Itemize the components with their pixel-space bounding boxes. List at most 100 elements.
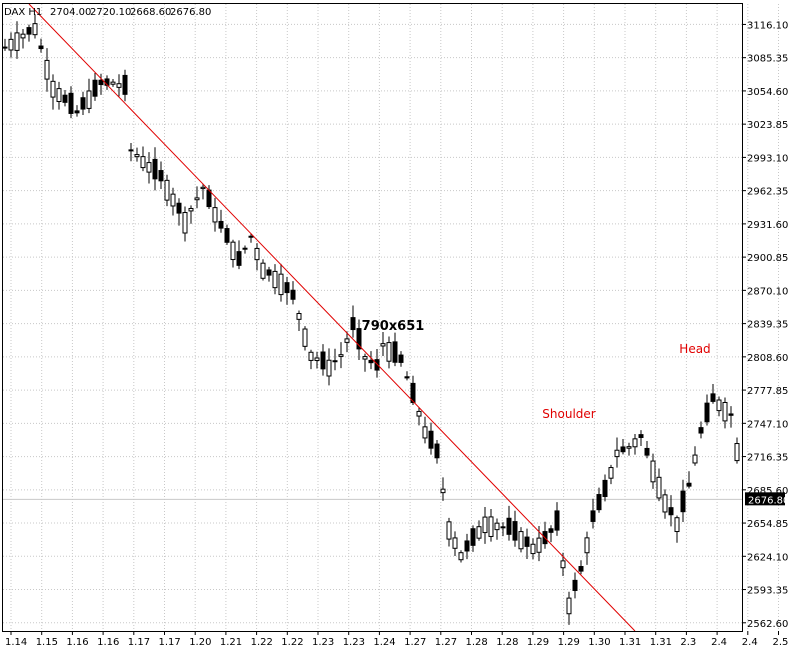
candle-body	[212, 207, 218, 223]
candle-body	[560, 560, 566, 569]
candle-body	[644, 447, 650, 456]
candle-body	[584, 537, 590, 554]
candle-body	[410, 382, 416, 403]
candle-body	[182, 212, 188, 234]
candle-body	[626, 446, 632, 449]
x-tick-label: 1.15	[36, 637, 58, 648]
candle-body	[554, 510, 560, 531]
candle-body	[428, 430, 434, 449]
candle-body	[716, 399, 722, 412]
candle-body	[374, 359, 380, 371]
candle-body	[206, 189, 212, 208]
candle-body	[698, 427, 704, 434]
candle-body	[500, 526, 506, 529]
x-tick-label: 1.21	[220, 637, 242, 648]
candle-body	[656, 476, 662, 499]
candle-body	[422, 426, 428, 439]
candle-body	[434, 443, 440, 459]
candle-body	[356, 328, 362, 350]
y-tick-label: 2562.60	[747, 619, 788, 630]
candle-body	[230, 241, 236, 261]
y-tick-label: 2839.35	[747, 320, 788, 331]
candle-body	[188, 207, 194, 212]
candle-body	[704, 402, 710, 423]
candle-body	[146, 162, 152, 173]
candle-body	[272, 270, 278, 289]
candle-body	[518, 531, 524, 550]
candle-body	[314, 357, 320, 362]
y-axis: 3116.10 3085.35 3054.60 3023.85 2993.10 2962.…	[742, 20, 788, 630]
y-tick-label: 2900.85	[747, 253, 788, 264]
candle-body	[134, 154, 140, 158]
annotations: ShoulderHeadShoulde	[542, 342, 710, 421]
x-tick-label: 1.30	[588, 637, 610, 648]
y-tick-label: 2993.10	[747, 153, 788, 164]
candle-body	[650, 460, 656, 483]
candle-body	[458, 552, 464, 561]
x-tick-label: 1.28	[466, 637, 488, 648]
candle-body	[80, 97, 86, 110]
candle-body	[386, 342, 392, 362]
candle-body	[380, 343, 386, 347]
candle-body	[260, 262, 266, 279]
candle-body	[524, 536, 530, 547]
low-value: 2668.60	[130, 7, 171, 18]
candle-body	[326, 359, 332, 377]
candle-body	[722, 401, 728, 422]
plot-border	[2, 3, 743, 632]
candle-body	[572, 579, 578, 591]
y-tick-label: 3085.35	[747, 54, 788, 65]
candle-body	[128, 149, 134, 152]
x-tick-label: 1.27	[435, 637, 457, 648]
candle-body	[686, 482, 692, 487]
candle-body	[26, 27, 32, 35]
candle-body	[578, 566, 584, 572]
candle-body	[638, 434, 644, 438]
candle-body	[68, 92, 74, 114]
candle-body	[512, 521, 518, 541]
candle-body	[14, 32, 20, 51]
candle-body	[734, 443, 740, 462]
y-tick-label: 2685.60	[747, 486, 788, 497]
x-tick-label: 1.20	[189, 637, 211, 648]
current-price-label: 2676.80	[748, 495, 789, 506]
candle-body	[254, 247, 260, 261]
y-tick-label: 3054.60	[747, 87, 788, 98]
candle-body	[56, 88, 62, 103]
candle-body	[236, 251, 242, 266]
candle-body	[8, 38, 14, 51]
candle-body	[494, 522, 500, 531]
candle-body	[728, 413, 734, 416]
candle-body	[152, 158, 158, 180]
x-tick-label: 1.29	[527, 637, 549, 648]
candle-body	[530, 543, 536, 555]
candle-body	[470, 528, 476, 546]
candle-body	[86, 90, 92, 109]
candle-body	[92, 79, 98, 97]
candle-body	[278, 273, 284, 296]
candle-body	[398, 354, 404, 363]
y-tick-label: 2716.35	[747, 453, 788, 464]
candle-body	[446, 521, 452, 540]
x-tick-label: 2.4	[742, 637, 758, 648]
candle-body	[674, 517, 680, 533]
x-tick-label: 1.14	[5, 637, 27, 648]
candle-body	[290, 289, 296, 300]
x-tick-label: 1.17	[159, 637, 181, 648]
x-tick-label: 1.24	[373, 637, 395, 648]
candle-body	[266, 269, 272, 276]
current-price-box	[745, 492, 785, 506]
candle-body	[44, 59, 50, 80]
candle-body	[110, 81, 116, 85]
x-tick-label: 1.31	[619, 637, 641, 648]
trendline[interactable]	[28, 3, 636, 632]
y-tick-label: 2962.35	[747, 187, 788, 198]
candle-body	[680, 490, 686, 513]
x-tick-label: 1.16	[97, 637, 119, 648]
x-axis: 1.14 1.15 1.16 1.16 1.17 1.17 1.20 1.21 1.22 1.22…	[5, 631, 788, 648]
candle-body	[218, 220, 224, 229]
chart-header: DAX H1 2704.00 2720.10 2668.60 2676.80	[4, 7, 211, 18]
x-tick-label: 1.22	[281, 637, 303, 648]
